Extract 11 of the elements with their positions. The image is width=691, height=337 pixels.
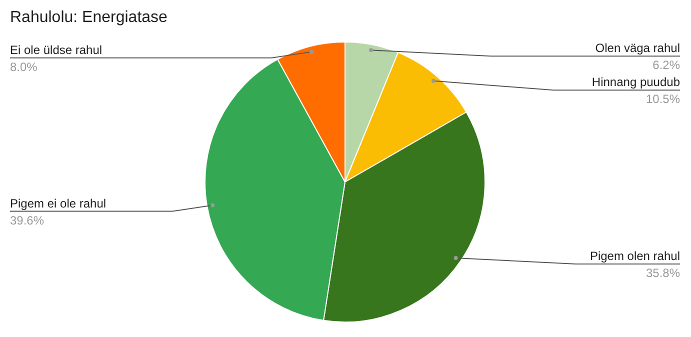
slice-label: Olen väga rahul	[595, 41, 680, 56]
data-label: 39.6%	[10, 213, 44, 228]
slice-label: Pigem olen rahul	[590, 249, 680, 263]
data-label: 10.5%	[646, 92, 680, 106]
chart-title: Rahulolu: Energiatase	[10, 9, 168, 26]
slice-label: Pigem ei ole rahul	[10, 196, 106, 210]
data-label: 6.2%	[652, 58, 680, 72]
data-label: 8.0%	[10, 60, 38, 74]
slice-label: Ei ole üldse rahul	[10, 42, 102, 57]
data-label: 35.8%	[646, 266, 680, 280]
slice-label: Hinnang puudub	[592, 75, 680, 90]
